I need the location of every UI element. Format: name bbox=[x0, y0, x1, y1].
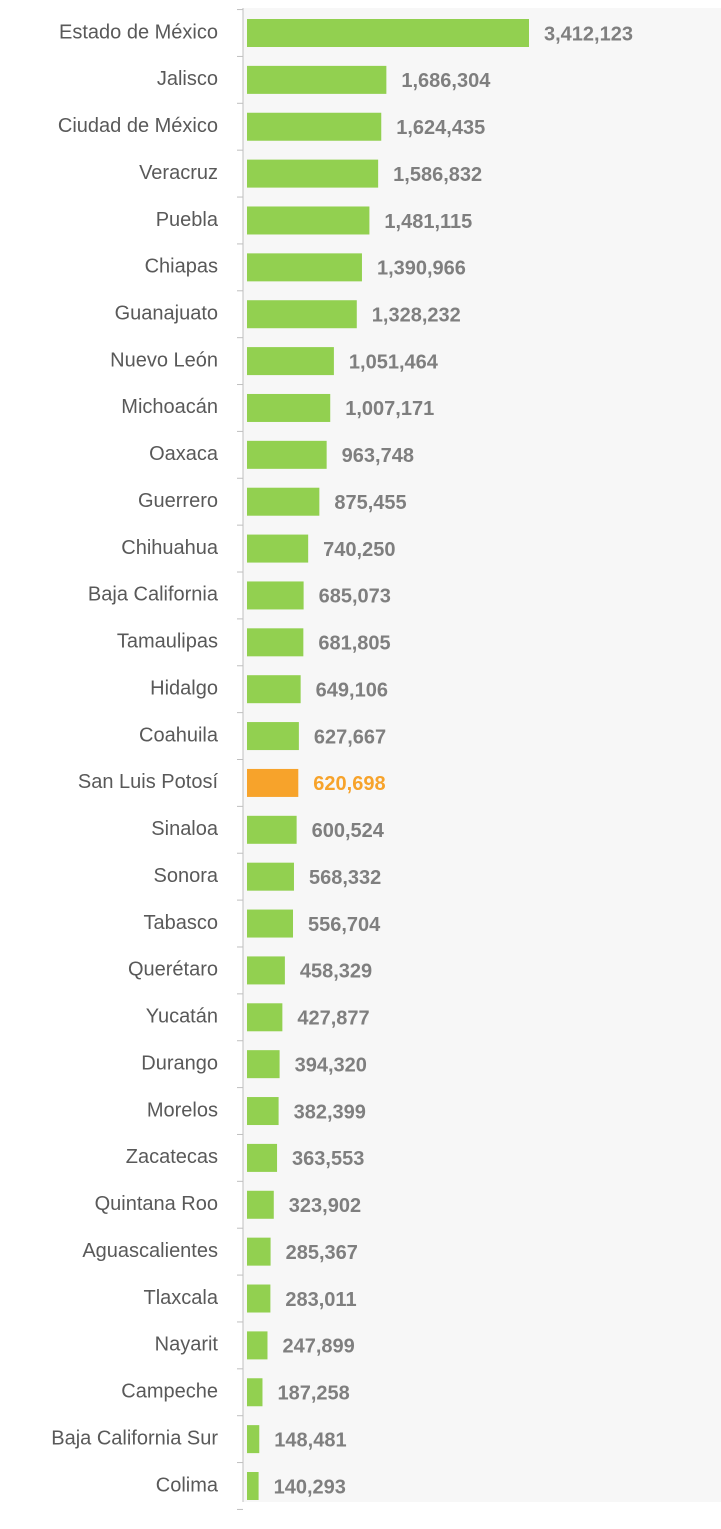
category-label: Ciudad de México bbox=[58, 115, 218, 137]
bar bbox=[247, 862, 294, 891]
value-label: 1,328,232 bbox=[372, 305, 461, 327]
value-label: 427,877 bbox=[297, 1008, 369, 1030]
bar bbox=[247, 347, 334, 376]
bar bbox=[247, 628, 304, 657]
bar bbox=[247, 581, 304, 610]
value-label: 740,250 bbox=[323, 539, 395, 561]
bar bbox=[247, 956, 285, 985]
value-label: 382,399 bbox=[294, 1101, 366, 1123]
value-label: 627,667 bbox=[314, 726, 386, 748]
category-label: San Luis Potosí bbox=[78, 771, 219, 793]
bar bbox=[247, 19, 529, 47]
value-label: 620,698 bbox=[313, 773, 385, 795]
bar bbox=[247, 1472, 259, 1500]
value-label: 600,524 bbox=[312, 820, 385, 842]
category-label: Michoacán bbox=[121, 396, 218, 418]
category-label: Baja California Sur bbox=[51, 1427, 218, 1449]
bar bbox=[247, 159, 379, 188]
category-label: Yucatán bbox=[146, 1006, 218, 1028]
value-label: 283,011 bbox=[285, 1289, 356, 1311]
value-label: 363,553 bbox=[292, 1148, 364, 1170]
category-label: Jalisco bbox=[157, 68, 218, 90]
value-label: 323,902 bbox=[289, 1195, 361, 1217]
value-label: 681,805 bbox=[318, 633, 390, 655]
bar bbox=[247, 909, 294, 938]
category-label: Tamaulipas bbox=[117, 631, 218, 653]
category-label: Campeche bbox=[121, 1381, 218, 1403]
category-label: Sonora bbox=[154, 865, 219, 887]
category-label: Aguascalientes bbox=[82, 1240, 218, 1262]
bar bbox=[247, 1143, 278, 1172]
category-label: Chihuahua bbox=[121, 537, 219, 559]
bar bbox=[247, 206, 370, 235]
value-label: 875,455 bbox=[334, 492, 406, 514]
category-label: Tabasco bbox=[144, 912, 219, 934]
value-label: 568,332 bbox=[309, 867, 381, 889]
bar bbox=[247, 534, 309, 563]
category-label: Chiapas bbox=[145, 256, 218, 278]
value-label: 140,293 bbox=[274, 1476, 346, 1498]
bar bbox=[247, 1425, 260, 1454]
bar bbox=[247, 1237, 271, 1266]
value-label: 1,586,832 bbox=[393, 164, 482, 186]
category-label: Durango bbox=[141, 1052, 218, 1074]
category-label: Tlaxcala bbox=[144, 1287, 219, 1309]
value-label: 458,329 bbox=[300, 961, 372, 983]
bar bbox=[247, 1284, 271, 1313]
category-label: Hidalgo bbox=[150, 677, 218, 699]
category-label: Querétaro bbox=[128, 959, 218, 981]
bar bbox=[247, 112, 382, 141]
value-label: 247,899 bbox=[282, 1336, 354, 1358]
category-label: Nuevo León bbox=[110, 349, 218, 371]
value-label: 1,624,435 bbox=[396, 117, 485, 139]
bar bbox=[247, 815, 297, 844]
bar bbox=[247, 1190, 274, 1219]
category-label: Guerrero bbox=[138, 490, 218, 512]
bar bbox=[247, 1378, 263, 1407]
bar bbox=[247, 722, 299, 751]
value-label: 1,007,171 bbox=[345, 398, 434, 420]
value-label: 556,704 bbox=[308, 914, 381, 936]
bar bbox=[247, 65, 387, 94]
value-label: 649,106 bbox=[316, 679, 388, 701]
bar bbox=[247, 768, 299, 797]
category-label: Sinaloa bbox=[151, 818, 219, 840]
category-label: Baja California bbox=[88, 584, 219, 606]
value-label: 187,258 bbox=[277, 1383, 349, 1405]
bar bbox=[247, 487, 320, 516]
category-label: Puebla bbox=[156, 209, 219, 231]
category-label: Coahuila bbox=[139, 724, 219, 746]
bar bbox=[247, 1050, 280, 1079]
bar bbox=[247, 300, 357, 329]
value-label: 963,748 bbox=[342, 445, 414, 467]
category-label: Oaxaca bbox=[149, 443, 219, 465]
category-label: Quintana Roo bbox=[95, 1193, 218, 1215]
value-label: 285,367 bbox=[286, 1242, 358, 1264]
category-label: Estado de México bbox=[59, 21, 218, 43]
value-label: 1,051,464 bbox=[349, 351, 439, 373]
value-label: 685,073 bbox=[319, 586, 391, 608]
value-label: 148,481 bbox=[274, 1429, 346, 1451]
value-label: 1,686,304 bbox=[401, 70, 491, 92]
category-label: Guanajuato bbox=[115, 303, 218, 325]
category-label: Zacatecas bbox=[126, 1146, 218, 1168]
value-label: 394,320 bbox=[295, 1054, 367, 1076]
category-label: Veracruz bbox=[139, 162, 218, 184]
bar bbox=[247, 675, 301, 704]
bar bbox=[247, 253, 362, 282]
bar bbox=[247, 393, 331, 422]
value-label: 1,390,966 bbox=[377, 258, 466, 280]
category-label: Morelos bbox=[147, 1099, 218, 1121]
value-label: 1,481,115 bbox=[384, 211, 472, 233]
bar bbox=[247, 1331, 268, 1360]
bar bbox=[247, 1097, 279, 1126]
category-label: Nayarit bbox=[155, 1334, 219, 1356]
value-label: 3,412,123 bbox=[544, 23, 633, 45]
bar bbox=[247, 440, 327, 469]
category-label: Colima bbox=[156, 1474, 219, 1496]
bar bbox=[247, 1003, 283, 1032]
